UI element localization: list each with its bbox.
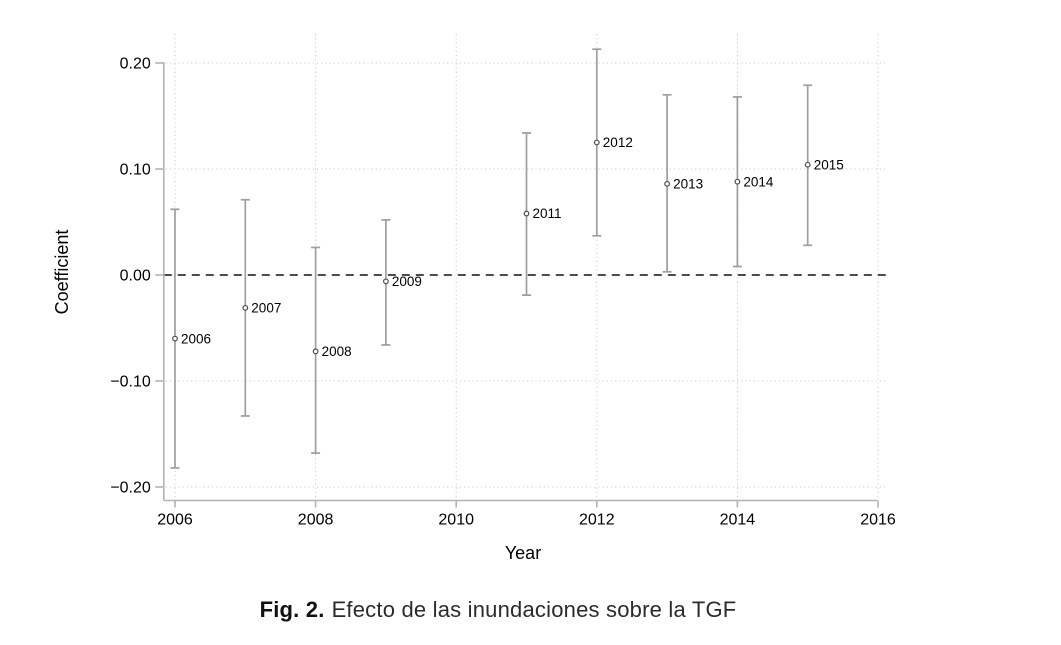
point-marker-2007 (242, 304, 249, 311)
point-label-2008: 2008 (322, 344, 352, 359)
error-bar-series: 2006 2007 2008 2009 2011 2012 2013 2014 2015 (170, 48, 844, 469)
point-label-2013: 2013 (673, 177, 703, 192)
point-label-2011: 2011 (533, 206, 562, 221)
point-marker-2009 (383, 278, 389, 285)
x-tick-label-2014: 2014 (720, 512, 756, 529)
point-label-2006: 2006 (181, 331, 211, 346)
y-axis-title: Coefficient (52, 230, 72, 315)
point-label-2012: 2012 (603, 135, 633, 150)
point-marker-2013 (664, 180, 670, 187)
point-label-2009: 2009 (392, 274, 422, 289)
point-marker-2011 (523, 210, 530, 217)
axis-ticks (155, 62, 879, 508)
x-tick-label-2016: 2016 (860, 512, 896, 529)
x-axis-title: Year (505, 543, 541, 563)
point-marker-2015 (804, 161, 811, 168)
axes (163, 62, 878, 502)
figure-caption: Fig. 2. Efecto de las inundaciones sobre … (0, 597, 996, 623)
x-tick-label-2012: 2012 (579, 512, 615, 529)
point-label-2015: 2015 (814, 157, 844, 172)
x-tick-label-2010: 2010 (438, 512, 474, 529)
figure-caption-label: Fig. 2. (259, 597, 325, 622)
x-tick-label-2008: 2008 (298, 512, 334, 529)
point-marker-2014 (734, 178, 741, 185)
y-tick-label--0.2: −0.20 (110, 480, 151, 497)
point-label-2007: 2007 (251, 301, 281, 316)
y-tick-label--0.1: −0.10 (110, 374, 151, 391)
point-marker-2012 (593, 139, 600, 146)
tick-labels: 0.20 0.10 0.00 −0.10 −0.20 2006 2008 2010 2012 20… (110, 56, 896, 529)
x-tick-label-2006: 2006 (157, 512, 193, 529)
point-label-2014: 2014 (743, 174, 774, 189)
point-marker-2006 (172, 335, 178, 342)
y-tick-label-0: 0.00 (120, 268, 151, 285)
y-tick-label-0.2: 0.20 (120, 56, 151, 73)
figure-caption-text: Efecto de las inundaciones sobre la TGF (331, 597, 737, 622)
y-tick-label-0.1: 0.10 (120, 162, 151, 179)
point-marker-2008 (312, 348, 319, 355)
